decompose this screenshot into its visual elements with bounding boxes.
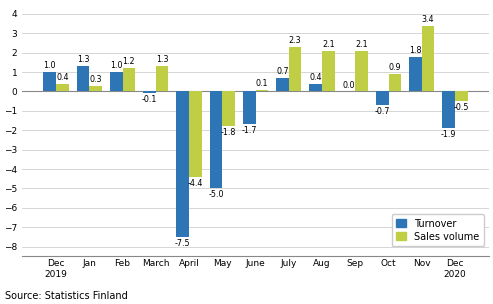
Bar — [388, 74, 401, 92]
Text: 0.7: 0.7 — [276, 67, 289, 76]
Legend: Turnover, Sales volume: Turnover, Sales volume — [391, 214, 484, 247]
Text: 1.0: 1.0 — [43, 61, 56, 70]
Bar — [276, 78, 289, 92]
Bar — [310, 84, 322, 92]
Text: Source: Statistics Finland: Source: Statistics Finland — [5, 291, 128, 301]
Text: 1.2: 1.2 — [123, 57, 135, 66]
Bar — [422, 26, 434, 92]
Bar — [222, 92, 235, 126]
Bar — [77, 66, 89, 92]
Bar — [56, 84, 69, 92]
Bar — [176, 92, 189, 237]
Bar — [210, 92, 222, 188]
Text: 1.8: 1.8 — [409, 46, 422, 55]
Text: 1.0: 1.0 — [110, 61, 123, 70]
Bar — [409, 57, 422, 92]
Text: -7.5: -7.5 — [175, 239, 191, 248]
Bar — [442, 92, 455, 128]
Text: -4.4: -4.4 — [188, 179, 203, 188]
Text: -1.9: -1.9 — [441, 130, 457, 139]
Bar — [110, 72, 123, 92]
Text: -5.0: -5.0 — [208, 190, 224, 199]
Bar — [255, 90, 268, 92]
Bar — [243, 92, 255, 124]
Bar — [156, 66, 169, 92]
Bar — [189, 92, 202, 177]
Text: 1.3: 1.3 — [77, 55, 89, 64]
Text: 2.3: 2.3 — [289, 36, 301, 45]
Text: -1.8: -1.8 — [221, 128, 236, 137]
Bar — [143, 92, 156, 93]
Text: -0.1: -0.1 — [142, 95, 157, 104]
Text: 1.3: 1.3 — [156, 55, 169, 64]
Text: 0.4: 0.4 — [56, 73, 69, 82]
Text: 0.0: 0.0 — [343, 81, 355, 90]
Text: 0.1: 0.1 — [256, 79, 268, 88]
Bar — [123, 68, 135, 92]
Bar — [355, 51, 368, 92]
Text: 0.4: 0.4 — [310, 73, 322, 82]
Text: 0.3: 0.3 — [89, 75, 102, 84]
Bar — [455, 92, 468, 101]
Text: 2.1: 2.1 — [355, 40, 368, 49]
Bar — [89, 86, 102, 92]
Text: -1.7: -1.7 — [242, 126, 257, 135]
Text: -0.7: -0.7 — [375, 107, 390, 116]
Text: 3.4: 3.4 — [422, 15, 434, 24]
Bar — [289, 47, 301, 92]
Text: -0.5: -0.5 — [454, 103, 469, 112]
Bar — [322, 51, 335, 92]
Bar — [376, 92, 388, 105]
Bar — [43, 72, 56, 92]
Text: 0.9: 0.9 — [388, 63, 401, 72]
Text: 2.1: 2.1 — [322, 40, 335, 49]
